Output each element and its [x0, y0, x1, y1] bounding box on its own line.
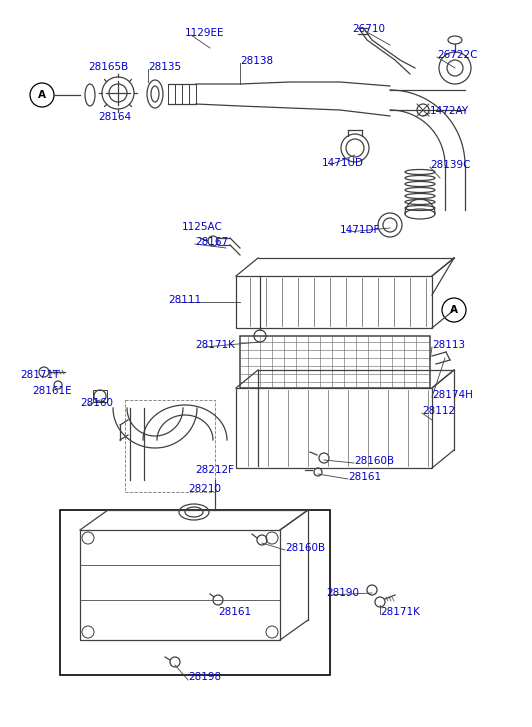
Text: 1129EE: 1129EE	[185, 28, 225, 38]
Text: 28161: 28161	[218, 607, 251, 617]
Text: 28174H: 28174H	[432, 390, 473, 400]
Text: 1472AY: 1472AY	[430, 106, 469, 116]
Text: 28111: 28111	[168, 295, 201, 305]
Text: 28171K: 28171K	[195, 340, 235, 350]
Text: 1471UD: 1471UD	[322, 158, 364, 168]
Bar	[125, 400, 215, 492]
Text: 28160B: 28160B	[354, 456, 394, 466]
Text: 28167: 28167	[195, 237, 228, 247]
Text: 28212F: 28212F	[195, 465, 234, 475]
Text: 28161E: 28161E	[32, 386, 72, 396]
Bar	[236, 388, 432, 468]
Text: 28161: 28161	[348, 472, 381, 482]
Text: 28135: 28135	[148, 62, 181, 72]
Text: 28198: 28198	[188, 672, 221, 682]
Text: 1125AC: 1125AC	[182, 222, 223, 232]
Bar	[60, 510, 330, 675]
Text: 28210: 28210	[188, 484, 221, 494]
Bar	[80, 530, 280, 640]
Text: 28160: 28160	[80, 398, 113, 408]
Text: A: A	[450, 305, 458, 315]
Text: 28160B: 28160B	[285, 543, 325, 553]
Text: 28164: 28164	[98, 112, 131, 122]
Text: 26710: 26710	[352, 24, 385, 34]
Bar	[240, 336, 430, 388]
Bar	[93, 390, 107, 402]
Text: 28171T: 28171T	[20, 370, 60, 380]
Text: 28171K: 28171K	[380, 607, 420, 617]
Text: 28190: 28190	[326, 588, 359, 598]
Text: 28113: 28113	[432, 340, 465, 350]
Text: 28138: 28138	[240, 56, 273, 66]
Text: 28139C: 28139C	[430, 160, 470, 170]
Text: 28165B: 28165B	[88, 62, 128, 72]
Bar	[236, 276, 432, 328]
Text: 26722C: 26722C	[437, 50, 478, 60]
Text: 1471DF: 1471DF	[340, 225, 380, 235]
Text: 28112: 28112	[422, 406, 455, 416]
Text: A: A	[38, 90, 46, 100]
